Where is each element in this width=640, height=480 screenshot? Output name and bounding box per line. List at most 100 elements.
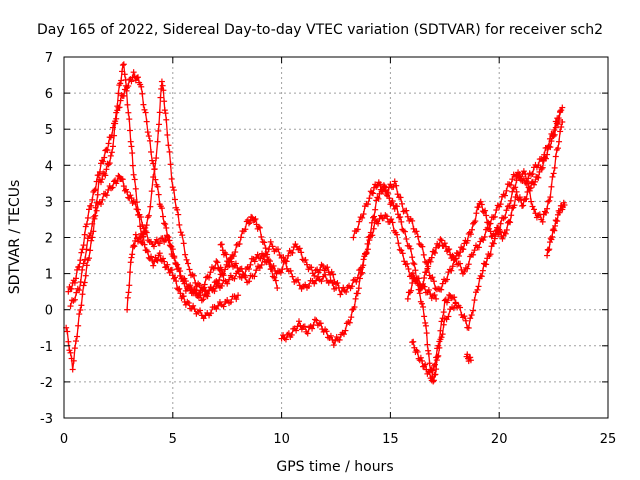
data-point bbox=[412, 267, 419, 274]
data-point bbox=[409, 217, 416, 224]
data-point bbox=[78, 249, 85, 256]
data-point bbox=[258, 261, 265, 268]
data-point bbox=[483, 212, 490, 219]
data-point bbox=[394, 191, 401, 198]
data-point bbox=[473, 210, 480, 217]
data-point bbox=[558, 107, 565, 114]
data-point bbox=[322, 271, 329, 278]
data-point bbox=[117, 97, 124, 104]
data-point bbox=[343, 320, 350, 327]
data-point bbox=[497, 220, 504, 227]
data-point bbox=[397, 213, 404, 220]
data-point bbox=[531, 181, 538, 188]
data-point bbox=[435, 342, 442, 349]
data-point bbox=[534, 174, 541, 181]
y-tick-label: 4 bbox=[45, 159, 53, 174]
data-point bbox=[72, 338, 79, 345]
data-point bbox=[505, 218, 512, 225]
data-point bbox=[74, 266, 81, 273]
data-point bbox=[546, 197, 553, 204]
data-point bbox=[214, 259, 221, 266]
data-point bbox=[354, 226, 361, 233]
data-point bbox=[77, 307, 84, 314]
data-point bbox=[156, 109, 163, 116]
data-point bbox=[467, 354, 474, 361]
data-point bbox=[502, 230, 509, 237]
data-point bbox=[410, 338, 417, 345]
data-point bbox=[301, 323, 308, 330]
data-point bbox=[372, 206, 379, 213]
data-point bbox=[72, 275, 79, 282]
data-point bbox=[343, 288, 350, 295]
data-point bbox=[262, 245, 269, 252]
data-point bbox=[190, 302, 197, 309]
data-point bbox=[422, 319, 429, 326]
data-point bbox=[469, 226, 475, 233]
data-point bbox=[132, 231, 139, 238]
data-point bbox=[87, 230, 94, 237]
data-point bbox=[83, 221, 90, 228]
data-point bbox=[164, 131, 171, 138]
data-point bbox=[324, 264, 331, 271]
data-point bbox=[177, 290, 184, 297]
data-point bbox=[127, 269, 134, 276]
data-point bbox=[71, 296, 78, 303]
data-point bbox=[420, 251, 427, 258]
data-point bbox=[117, 80, 124, 87]
data-point bbox=[164, 261, 171, 268]
data-point bbox=[423, 269, 430, 276]
y-tick-label: -1 bbox=[40, 340, 53, 355]
data-point bbox=[373, 183, 380, 190]
data-point bbox=[77, 279, 84, 286]
data-point bbox=[496, 226, 503, 233]
data-point bbox=[197, 292, 204, 299]
data-point bbox=[71, 345, 78, 352]
data-point bbox=[309, 325, 316, 332]
data-point bbox=[233, 241, 240, 248]
data-point bbox=[422, 361, 429, 368]
data-point bbox=[551, 131, 558, 138]
data-point bbox=[438, 237, 445, 244]
data-point bbox=[404, 295, 411, 302]
data-point bbox=[369, 214, 376, 221]
data-point bbox=[407, 245, 414, 252]
data-point bbox=[140, 231, 147, 238]
data-point bbox=[226, 276, 233, 283]
data-point bbox=[89, 234, 96, 241]
x-tick-label: 20 bbox=[491, 432, 508, 447]
data-point bbox=[134, 238, 141, 245]
data-point bbox=[241, 272, 248, 279]
data-point bbox=[451, 294, 458, 301]
data-point bbox=[409, 280, 416, 287]
data-point bbox=[133, 74, 140, 81]
data-point bbox=[507, 219, 514, 226]
data-point bbox=[475, 283, 482, 290]
data-point bbox=[304, 330, 311, 337]
data-point bbox=[360, 262, 367, 269]
data-point bbox=[148, 253, 155, 260]
data-point bbox=[162, 221, 169, 228]
data-point bbox=[124, 101, 131, 108]
data-point bbox=[155, 191, 162, 198]
data-point bbox=[431, 292, 438, 299]
data-point bbox=[224, 280, 231, 287]
data-point bbox=[478, 201, 485, 208]
data-point bbox=[134, 74, 141, 81]
data-point bbox=[180, 240, 187, 247]
data-point bbox=[267, 238, 274, 245]
data-point bbox=[169, 184, 176, 191]
data-point bbox=[479, 267, 486, 274]
data-point bbox=[108, 149, 115, 156]
data-point bbox=[558, 123, 565, 130]
data-point bbox=[401, 228, 408, 235]
data-point bbox=[131, 176, 138, 183]
data-point bbox=[398, 218, 405, 225]
data-point bbox=[82, 256, 89, 263]
data-point bbox=[323, 328, 330, 335]
data-point bbox=[462, 317, 469, 324]
data-point bbox=[119, 176, 126, 183]
data-point bbox=[302, 256, 309, 263]
data-point bbox=[84, 214, 91, 221]
data-point bbox=[336, 336, 343, 343]
data-point bbox=[139, 90, 146, 97]
